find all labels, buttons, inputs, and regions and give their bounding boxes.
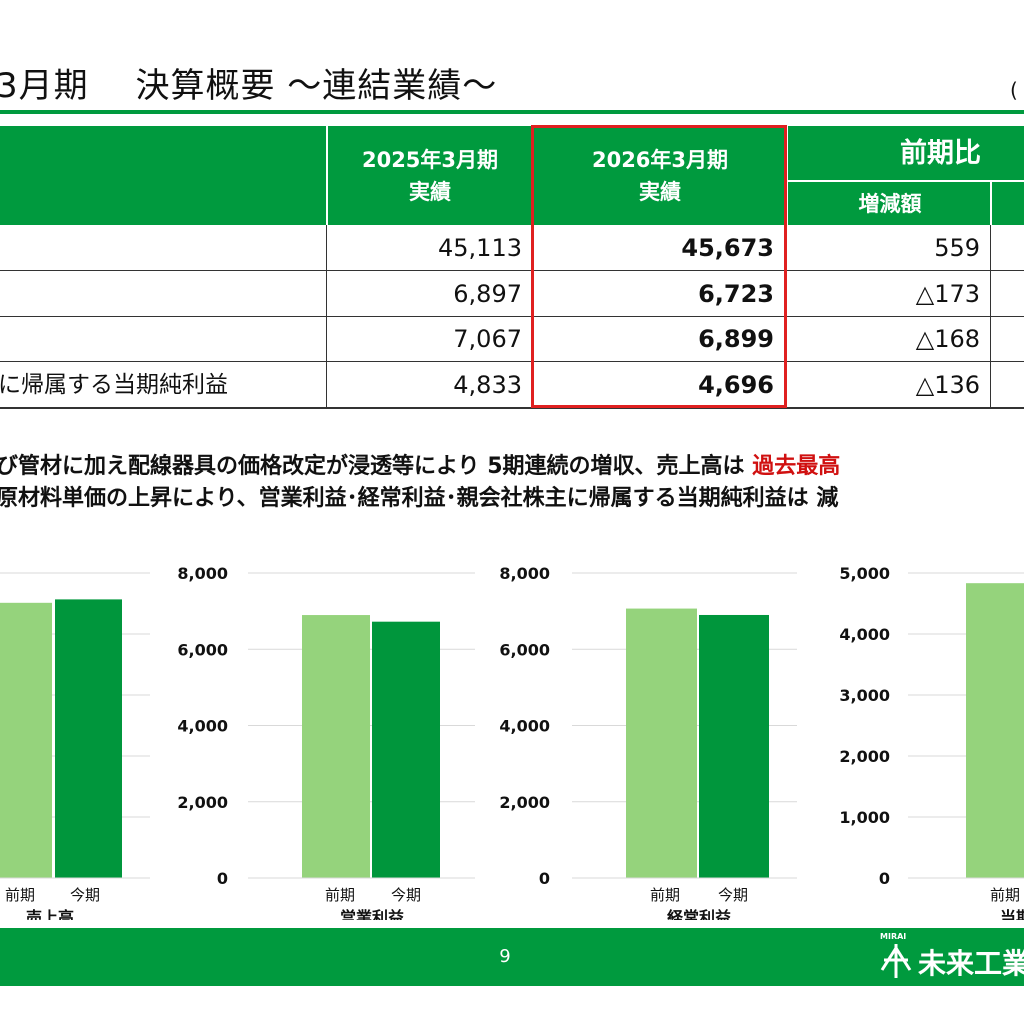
comment-line-1: び管材に加え配線器具の価格改定が浸透等により 5期連続の増収、売上高は 過去最高 [0, 454, 841, 479]
tick-label: 4,000 [499, 717, 550, 736]
tick-label: 2,000 [177, 793, 228, 812]
tick-label: 4,000 [839, 625, 890, 644]
bar [0, 602, 52, 878]
tick-label: 4,000 [177, 717, 228, 736]
category-label: 前期 [325, 886, 355, 904]
chart-title: 当期 [1000, 908, 1024, 920]
tick-label: 2,000 [499, 793, 550, 812]
bar [302, 615, 370, 878]
table-header-bg [0, 126, 1024, 225]
chart-title: 売上高 [26, 908, 74, 920]
record-high-text: 過去最高 [752, 454, 841, 479]
category-label: 今期 [391, 886, 421, 904]
category-label: 今期 [718, 886, 748, 904]
bar [966, 583, 1024, 878]
bar [372, 621, 440, 878]
company-name: 未来工業 [918, 947, 1024, 980]
tick-label: 3,000 [839, 686, 890, 705]
header-prev-year: 2025年3月期 実績 [361, 148, 499, 204]
chart-title: 営業利益 [340, 908, 404, 920]
tick-label: 1,000 [839, 808, 890, 827]
header-change: 増減額 [858, 192, 922, 216]
bar [699, 614, 769, 878]
tick-label: 0 [539, 869, 550, 888]
tick-label: 0 [879, 869, 890, 888]
tick-label: 8,000 [177, 564, 228, 583]
tick-label: 0 [217, 869, 228, 888]
tick-label: 8,000 [499, 564, 550, 583]
page-title: 3月期 決算概要 ～連結業績～ [0, 66, 498, 106]
tick-label: 6,000 [177, 640, 228, 659]
bar [55, 599, 122, 878]
tick-label: 6,000 [499, 640, 550, 659]
category-label: 前期 [990, 886, 1020, 904]
chart-title: 経常利益 [667, 908, 731, 920]
page-number: 9 [499, 946, 511, 967]
header-curr-year: 2026年3月期 実績 [591, 148, 729, 204]
tick-label: 5,000 [839, 564, 890, 583]
footer-bar [0, 928, 1024, 986]
category-label: 今期 [70, 886, 100, 904]
unit-note-paren: ( [1010, 78, 1018, 102]
current-year-highlight [531, 125, 787, 408]
tick-label: 2,000 [839, 747, 890, 766]
comment-line-2: 原材料単価の上昇により、営業利益･経常利益･親会社株主に帰属する当期純利益は 減 [0, 486, 839, 511]
tree-logo-icon [880, 944, 912, 978]
header-compare: 前期比 [900, 138, 981, 169]
bar [626, 608, 697, 878]
category-label: 前期 [5, 886, 35, 904]
title-underline [0, 110, 1024, 114]
category-label: 前期 [650, 886, 680, 904]
